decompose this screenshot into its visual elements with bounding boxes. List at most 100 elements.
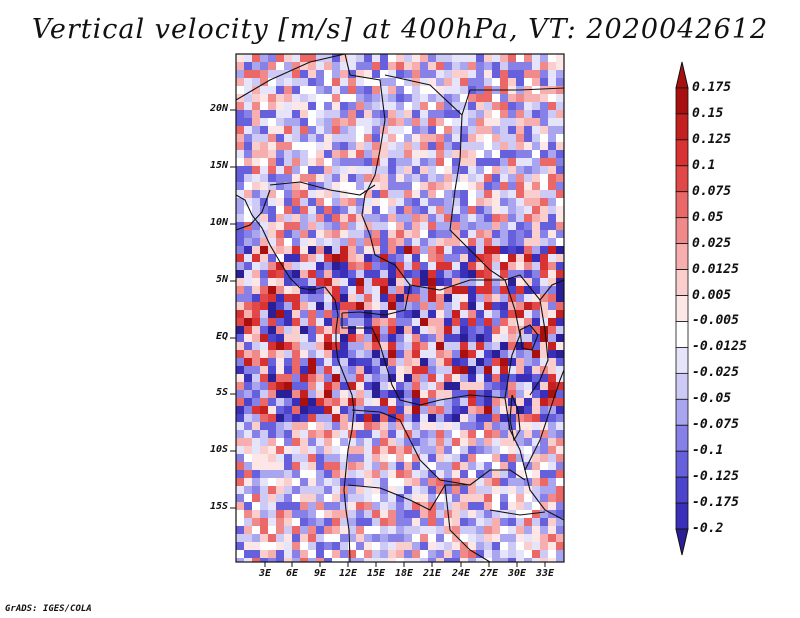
field-cell bbox=[284, 406, 292, 414]
field-cell bbox=[356, 486, 364, 494]
field-cell bbox=[444, 454, 452, 462]
field-cell bbox=[332, 254, 340, 262]
field-cell bbox=[380, 462, 388, 470]
field-cell bbox=[316, 406, 324, 414]
field-cell bbox=[284, 102, 292, 110]
field-cell bbox=[276, 70, 284, 78]
field-cell bbox=[316, 158, 324, 166]
field-cell bbox=[316, 214, 324, 222]
field-cell bbox=[500, 502, 508, 510]
field-cell bbox=[492, 438, 500, 446]
field-cell bbox=[260, 398, 268, 406]
field-cell bbox=[236, 134, 244, 142]
field-cell bbox=[404, 350, 412, 358]
field-cell bbox=[532, 478, 540, 486]
field-cell bbox=[284, 398, 292, 406]
field-cell bbox=[396, 150, 404, 158]
field-cell bbox=[396, 62, 404, 70]
border-line bbox=[341, 313, 506, 406]
lon-tick-label: 12E bbox=[338, 568, 358, 579]
field-cell bbox=[460, 382, 468, 390]
field-cell bbox=[492, 358, 500, 366]
field-cell bbox=[364, 446, 372, 454]
field-cell bbox=[332, 190, 340, 198]
field-cell bbox=[236, 70, 244, 78]
field-cell bbox=[364, 182, 372, 190]
field-cell bbox=[332, 350, 340, 358]
field-cell bbox=[388, 158, 396, 166]
field-cell bbox=[436, 86, 444, 94]
field-cell bbox=[548, 390, 556, 398]
field-cell bbox=[316, 470, 324, 478]
field-cell bbox=[428, 110, 436, 118]
field-cell bbox=[324, 326, 332, 334]
field-cell bbox=[460, 118, 468, 126]
field-cell bbox=[396, 326, 404, 334]
field-cell bbox=[492, 534, 500, 542]
field-cell bbox=[308, 550, 316, 558]
field-cell bbox=[364, 158, 372, 166]
field-cell bbox=[452, 302, 460, 310]
field-cell bbox=[348, 510, 356, 518]
field-cell bbox=[292, 382, 300, 390]
field-cell bbox=[236, 518, 244, 526]
field-cell bbox=[324, 238, 332, 246]
field-cell bbox=[340, 318, 348, 326]
field-cell bbox=[452, 414, 460, 422]
field-cell bbox=[468, 62, 476, 70]
field-cell bbox=[468, 310, 476, 318]
field-cell bbox=[348, 502, 356, 510]
field-cell bbox=[388, 54, 396, 62]
field-cell bbox=[316, 62, 324, 70]
field-cell bbox=[276, 502, 284, 510]
field-cell bbox=[356, 398, 364, 406]
field-cell bbox=[476, 214, 484, 222]
border-line bbox=[524, 369, 564, 471]
field-cell bbox=[556, 334, 564, 342]
field-cell bbox=[484, 158, 492, 166]
field-cell bbox=[444, 238, 452, 246]
field-cell bbox=[244, 358, 252, 366]
field-cell bbox=[492, 222, 500, 230]
field-cell bbox=[276, 446, 284, 454]
field-cell bbox=[412, 118, 420, 126]
field-cell bbox=[492, 102, 500, 110]
field-cell bbox=[468, 438, 476, 446]
field-cell bbox=[444, 398, 452, 406]
field-cell bbox=[356, 366, 364, 374]
field-cell bbox=[372, 494, 380, 502]
field-cell bbox=[236, 550, 244, 558]
field-cell bbox=[420, 174, 428, 182]
field-cell bbox=[396, 238, 404, 246]
field-cell bbox=[532, 166, 540, 174]
field-cell bbox=[300, 86, 308, 94]
field-cell bbox=[388, 534, 396, 542]
field-cell bbox=[332, 94, 340, 102]
field-cell bbox=[276, 478, 284, 486]
field-cell bbox=[436, 462, 444, 470]
field-cell bbox=[516, 550, 524, 558]
field-cell bbox=[308, 326, 316, 334]
field-cell bbox=[388, 358, 396, 366]
field-cell bbox=[540, 454, 548, 462]
field-cell bbox=[516, 382, 524, 390]
field-cell bbox=[412, 270, 420, 278]
field-cell bbox=[364, 510, 372, 518]
field-cell bbox=[292, 310, 300, 318]
field-cell bbox=[380, 270, 388, 278]
field-cell bbox=[340, 510, 348, 518]
field-cell bbox=[356, 246, 364, 254]
field-cell bbox=[436, 102, 444, 110]
field-cell bbox=[436, 238, 444, 246]
field-cell bbox=[508, 62, 516, 70]
field-cell bbox=[404, 54, 412, 62]
field-cell bbox=[508, 518, 516, 526]
field-cell bbox=[444, 342, 452, 350]
field-cell bbox=[436, 310, 444, 318]
field-cell bbox=[300, 174, 308, 182]
field-cell bbox=[372, 206, 380, 214]
field-cell bbox=[524, 286, 532, 294]
field-cell bbox=[548, 62, 556, 70]
field-cell bbox=[316, 190, 324, 198]
field-cell bbox=[404, 438, 412, 446]
